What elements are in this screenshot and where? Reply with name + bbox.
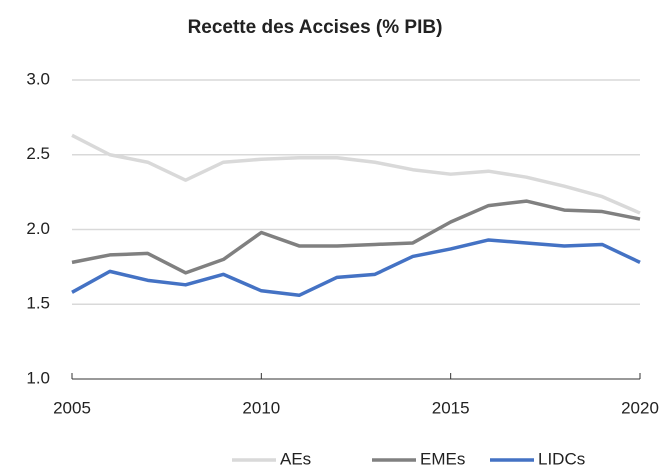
x-tick-label: 2015 <box>432 398 470 417</box>
series-line <box>71 238 641 298</box>
legend-label: AEs <box>280 449 311 468</box>
legend-label: EMEs <box>420 449 465 468</box>
x-tick-label: 2020 <box>621 398 659 417</box>
y-tick-label: 2.0 <box>26 219 50 238</box>
series-line <box>71 199 641 275</box>
y-tick-label: 1.0 <box>26 368 50 387</box>
y-tick-label: 3.0 <box>26 69 50 88</box>
x-tick-label: 2005 <box>53 398 91 417</box>
x-tick-label: 2010 <box>242 398 280 417</box>
chart-title: Recette des Accises (% PIB) <box>188 17 443 38</box>
y-tick-label: 1.5 <box>26 294 50 313</box>
y-tick-label: 2.5 <box>26 144 50 163</box>
legend-label: LIDCs <box>538 449 585 468</box>
series-line <box>71 133 641 215</box>
